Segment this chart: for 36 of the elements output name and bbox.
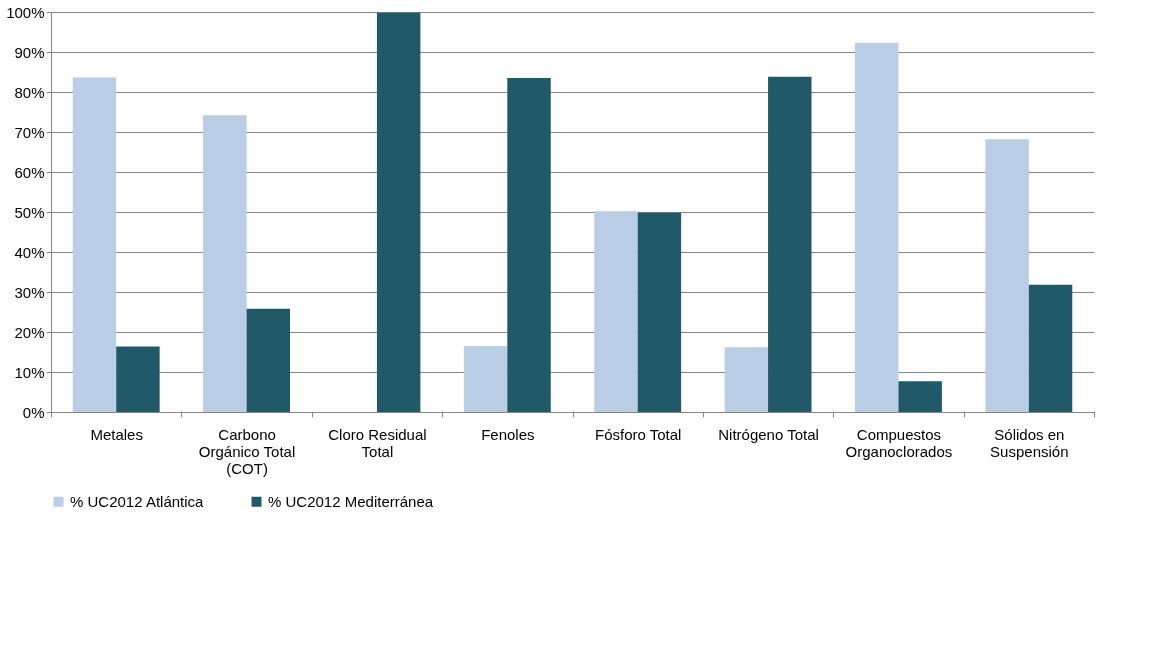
bar xyxy=(985,139,1029,412)
bar xyxy=(854,42,899,412)
x-tick-label: Metales xyxy=(90,425,143,443)
y-tick-label: 50% xyxy=(14,203,45,221)
bar xyxy=(594,211,638,412)
x-tick-label: Cloro Residual Total xyxy=(328,425,427,460)
x-tick-label: Carbono Orgánico Total (COT) xyxy=(198,425,296,477)
y-tick-label: 100% xyxy=(6,3,45,21)
bar xyxy=(72,77,117,412)
y-tick-label: 20% xyxy=(14,323,45,341)
x-tick-label: Fósforo Total xyxy=(594,425,682,443)
y-tick-label: 80% xyxy=(14,83,45,101)
legend-label: % UC2012 Mediterránea xyxy=(268,492,434,510)
x-tick-label: Fenoles xyxy=(481,425,535,443)
y-tick-label: 70% xyxy=(14,123,45,141)
bar xyxy=(246,308,291,412)
x-tick-label: Sólidos en Suspensión xyxy=(990,425,1069,460)
y-tick-label: 30% xyxy=(14,283,45,301)
y-tick-label: 60% xyxy=(14,163,45,181)
legend-label: % UC2012 Atlántica xyxy=(70,492,205,510)
bar xyxy=(637,212,682,412)
x-tick-label: Compuestos Organoclorados xyxy=(845,425,953,460)
bar xyxy=(203,115,247,412)
y-tick-label: 10% xyxy=(14,363,45,381)
bar xyxy=(376,12,421,412)
y-tick-label: 90% xyxy=(14,43,45,61)
bar xyxy=(724,347,769,412)
bar xyxy=(898,381,942,412)
y-tick-label: 0% xyxy=(22,403,45,421)
y-tick-label: 40% xyxy=(14,243,45,261)
bar xyxy=(768,76,812,412)
x-tick-label: Nitrógeno Total xyxy=(718,425,819,443)
bar xyxy=(116,346,160,412)
bar xyxy=(507,78,551,412)
bar xyxy=(1028,284,1073,412)
bar xyxy=(463,346,508,412)
